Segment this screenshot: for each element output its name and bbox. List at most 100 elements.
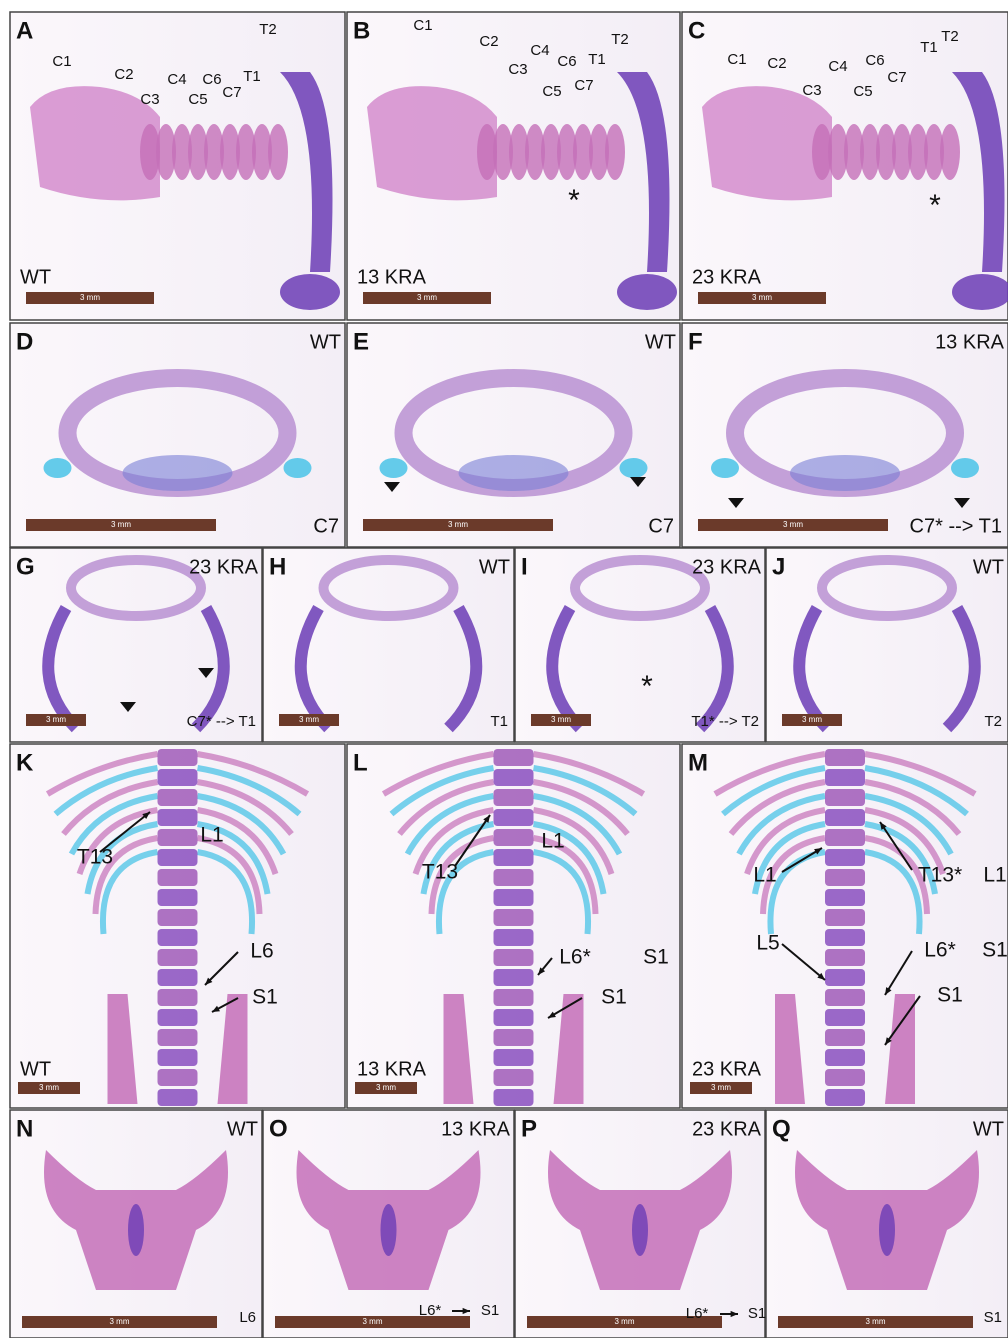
annotation: C1 <box>52 53 71 70</box>
panel-letter: L <box>353 749 368 776</box>
annotation: C4 <box>530 42 549 59</box>
scale-bar-label: 3 mm <box>363 1317 383 1326</box>
panel-letter: E <box>353 328 369 355</box>
vertebra <box>158 829 198 846</box>
vertebra <box>825 809 865 826</box>
process <box>44 458 72 478</box>
vertebra <box>158 1069 198 1086</box>
panel-letter: P <box>521 1115 537 1142</box>
panel: B13 KRA3 mmC1C2C3C4C5C6C7T1T2* <box>347 12 680 320</box>
vertebra <box>605 124 625 180</box>
vertebra-label: T1* --> T2 <box>691 713 759 730</box>
panel-letter: K <box>16 749 34 776</box>
vertebra <box>825 1049 865 1066</box>
panel: L13 KRA3 mmT13L1L6*S1S1 <box>347 744 680 1108</box>
annotation: T1 <box>588 51 606 68</box>
vertebra <box>825 929 865 946</box>
annotation: L6* <box>924 939 956 962</box>
vertebra-label: C7 <box>313 515 339 537</box>
annotation: S1 <box>643 946 669 969</box>
annotation: T13* <box>918 864 962 887</box>
vertebra <box>825 789 865 806</box>
vertebra <box>825 1069 865 1086</box>
annotation: C3 <box>802 82 821 99</box>
vertebra <box>494 929 534 946</box>
annotation: L6* <box>686 1305 709 1322</box>
annotation: T1 <box>920 39 938 56</box>
genotype-label: WT <box>227 1118 258 1140</box>
vertebra <box>494 849 534 866</box>
genotype-label: 13 KRA <box>441 1118 511 1140</box>
annotation: T2 <box>259 21 277 38</box>
genotype-label: WT <box>310 331 341 353</box>
vertebra <box>158 749 198 766</box>
vertebra <box>825 829 865 846</box>
panel-letter: G <box>16 553 35 580</box>
panel-letter: B <box>353 17 370 44</box>
panel: N WT L6 3 mm <box>10 1110 262 1338</box>
vertebra <box>158 889 198 906</box>
process <box>620 458 648 478</box>
vertebra <box>825 849 865 866</box>
annotation: L6* <box>419 1302 442 1319</box>
annotation: T13 <box>422 861 458 884</box>
panel-letter: I <box>521 553 528 580</box>
annotation: C7 <box>222 84 241 101</box>
panel: M23 KRA3 mmL1T13*L1L5L6*S1S1 <box>682 744 1008 1108</box>
scale-bar-label: 3 mm <box>615 1317 635 1326</box>
skull <box>367 86 497 200</box>
panel-letter: N <box>16 1115 33 1142</box>
vertebra <box>825 909 865 926</box>
scale-bar-label: 3 mm <box>752 293 772 302</box>
panel-letter: F <box>688 328 703 355</box>
panel: KWT3 mmT13L1L6S1 <box>10 744 345 1108</box>
vertebra <box>494 769 534 786</box>
genotype-label: WT <box>645 331 676 353</box>
process <box>284 458 312 478</box>
annotation: T2 <box>611 31 629 48</box>
vertebra <box>158 849 198 866</box>
vertebra <box>158 1089 198 1106</box>
center <box>879 1204 895 1256</box>
annotation: C2 <box>479 33 498 50</box>
vertebra <box>494 949 534 966</box>
vertebra <box>158 929 198 946</box>
vertebra-label: C7 <box>648 515 674 537</box>
annotation: C6 <box>202 71 221 88</box>
scale-bar-label: 3 mm <box>783 520 803 529</box>
vertebra <box>158 1029 198 1046</box>
vertebra <box>825 769 865 786</box>
panel: O13 KRA3 mmL6*S1 <box>263 1110 514 1338</box>
center <box>381 1204 397 1256</box>
center <box>632 1204 648 1256</box>
scale-bar-label: 3 mm <box>802 715 822 724</box>
panel-letter: M <box>688 749 708 776</box>
panel: HWTT13 mm <box>263 548 514 742</box>
annotation: L5 <box>756 932 779 955</box>
annotation: C3 <box>508 61 527 78</box>
vertebra <box>825 1089 865 1106</box>
vertebra <box>940 124 960 180</box>
vertebra <box>158 989 198 1006</box>
vertebra <box>494 869 534 886</box>
annotation: C3 <box>140 91 159 108</box>
scale-bar-label: 3 mm <box>110 1317 130 1326</box>
body <box>123 455 233 491</box>
vertebra-label: C7* --> T1 <box>187 713 256 730</box>
body <box>790 455 900 491</box>
annotation: L1 <box>200 824 223 847</box>
panel-letter: Q <box>772 1115 791 1142</box>
vertebra-label: L6 <box>239 1309 256 1326</box>
genotype-label: WT <box>973 1118 1004 1140</box>
genotype-label: 23 KRA <box>692 1058 762 1080</box>
vertebra <box>494 909 534 926</box>
annotation: S1 <box>937 984 963 1007</box>
annotation: C4 <box>167 71 186 88</box>
genotype-label: WT <box>20 266 51 288</box>
body <box>459 455 569 491</box>
vertebra <box>494 1089 534 1106</box>
